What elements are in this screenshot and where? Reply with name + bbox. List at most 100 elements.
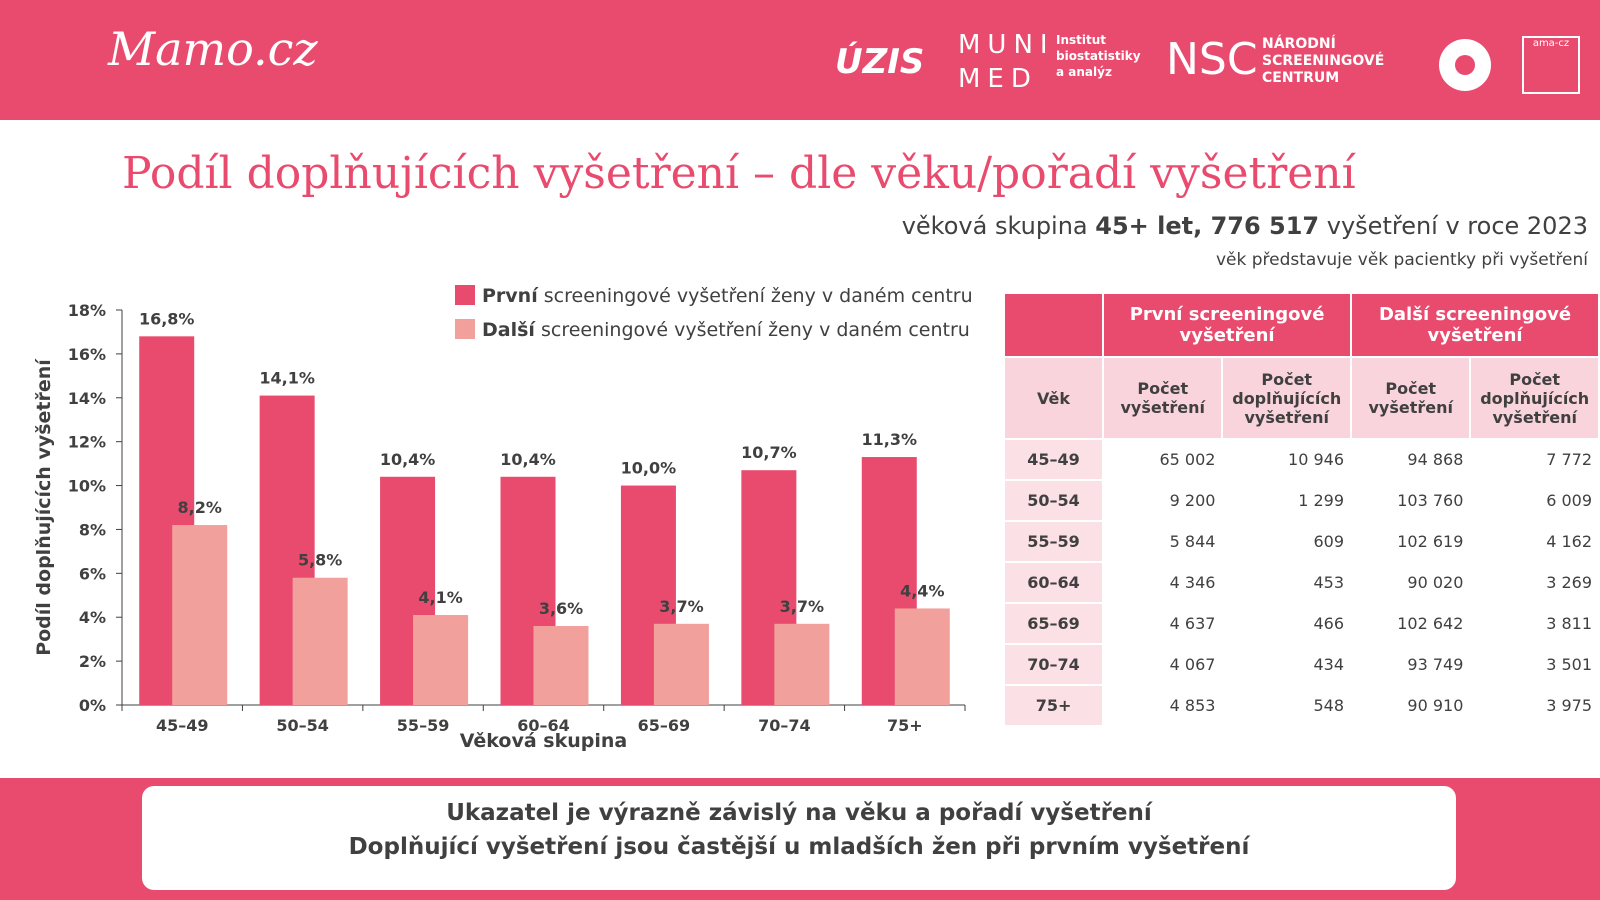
legend-label-bold: Další — [482, 319, 536, 341]
data-label: 16,8% — [139, 309, 195, 328]
table-cell: 90 020 — [1407, 573, 1464, 592]
title: Podíl doplňujících vyšetření – dle věku/… — [122, 148, 1356, 199]
footer-line: Ukazatel je výrazně závislý na věku a po… — [446, 800, 1152, 826]
footer: Ukazatel je výrazně závislý na věku a po… — [0, 778, 1600, 900]
table-cell: 3 501 — [1546, 655, 1592, 674]
legend-swatch — [455, 319, 475, 339]
column-header: Počet vyšetření — [1104, 358, 1222, 438]
table-cell: 4 853 — [1169, 696, 1216, 715]
subtitle-part: 45+ let, 776 517 — [1095, 212, 1320, 240]
table-row: 50–54 9 200 1 299 103 760 6 009 — [1005, 481, 1598, 520]
footer-line: Doplňující vyšetření jsou častější u mla… — [348, 834, 1250, 860]
column-header: Počet vyšetření — [1352, 358, 1470, 438]
table-row: 75+ 4 853 548 90 910 3 975 — [1005, 686, 1598, 725]
y-tick-label: 16% — [68, 345, 106, 364]
bar — [653, 623, 709, 705]
table-cell: 466 — [1313, 614, 1345, 633]
header: Mamo.cz ÚZIS MUNI MED Institut biostatis… — [0, 0, 1600, 120]
table-cell: 7 772 — [1546, 450, 1592, 469]
table-cell: 5 844 — [1169, 532, 1216, 551]
data-label: 10,4% — [380, 450, 436, 469]
age-cell: 50–54 — [1005, 481, 1103, 520]
data-label: 3,7% — [659, 597, 703, 616]
legend-label-rest: screeningové vyšetření ženy v daném cent… — [538, 285, 973, 307]
legend-label-rest: screeningové vyšetření ženy v daném cent… — [535, 319, 970, 341]
legend-label: První screeningové vyšetření ženy v dané… — [482, 285, 973, 307]
table-cell: 103 760 — [1397, 491, 1464, 510]
table-cell: 3 975 — [1546, 696, 1592, 715]
column-header: Věk — [1005, 358, 1103, 438]
data-label: 10,7% — [741, 443, 797, 462]
age-cell: 55–59 — [1005, 522, 1103, 561]
subtitle: věková skupina 45+ let, 776 517 vyšetřen… — [902, 212, 1588, 240]
x-tick-label: 55–59 — [397, 716, 450, 735]
table-row: 45–49 65 002 10 946 94 868 7 772 — [1005, 440, 1598, 479]
x-axis-title: Věková skupina — [460, 730, 627, 752]
x-tick-label: 50–54 — [276, 716, 329, 735]
logo: NÁRODNÍ SCREENINGOVÉ CENTRUM — [1262, 36, 1385, 86]
table-cell: 102 619 — [1397, 532, 1464, 551]
x-tick-label: 60–64 — [517, 716, 570, 735]
footer-box: Ukazatel je výrazně závislý na věku a po… — [142, 786, 1456, 890]
subtitle-part: věková skupina — [901, 212, 1096, 240]
data-label: 5,8% — [298, 551, 342, 570]
bar — [533, 626, 589, 705]
y-tick-label: 6% — [79, 564, 106, 583]
logo-seal — [1439, 39, 1491, 91]
legend-label: Další screeningové vyšetření ženy v dané… — [482, 319, 970, 341]
y-tick-label: 4% — [79, 608, 106, 627]
table-cell: 453 — [1313, 573, 1345, 592]
data-label: 4,1% — [418, 588, 462, 607]
data-label: 4,4% — [900, 581, 944, 600]
bar — [172, 525, 228, 705]
table-row: 60–64 4 346 453 90 020 3 269 — [1005, 563, 1598, 602]
y-axis-title: Podíl doplňujících vyšetření — [33, 358, 55, 656]
table-cell: 102 642 — [1397, 614, 1464, 633]
data-label: 8,2% — [178, 498, 222, 517]
bar — [894, 608, 950, 705]
table-cell: 1 299 — [1298, 491, 1345, 510]
table-corner — [1005, 294, 1103, 356]
table-cell: 4 162 — [1546, 532, 1592, 551]
chart: 0% 2% 4% 6% 8% 10% 12% 14% 16% 18% Věková skupina P… — [33, 285, 973, 752]
x-tick-label: 65–69 — [638, 716, 691, 735]
logo: Institut biostatistiky a analýz — [1056, 33, 1141, 79]
table-cell: 93 749 — [1407, 655, 1464, 674]
table-cell: 4 637 — [1169, 614, 1216, 633]
bar — [292, 577, 348, 705]
table-row: První screeningové vyšetření Další screen… — [1005, 294, 1598, 356]
table-row: 70–74 4 067 434 93 749 3 501 — [1005, 645, 1598, 684]
table-cell: 609 — [1313, 532, 1345, 551]
y-tick-label: 0% — [79, 696, 106, 715]
bar — [413, 615, 469, 705]
column-header: Počet doplňujících vyšetření — [1223, 358, 1351, 438]
y-tick-label: 18% — [68, 301, 106, 320]
logo: ama-cz — [1522, 36, 1580, 94]
logo: NSC — [1166, 34, 1258, 85]
table-cell: 10 946 — [1288, 450, 1345, 469]
table-row: Věk Počet vyšetření Počet doplňujících vyš… — [1005, 358, 1598, 438]
bar — [774, 623, 830, 705]
group-header: Další screeningové vyšetření — [1352, 294, 1598, 356]
y-tick-label: 10% — [68, 477, 106, 496]
data-label: 10,4% — [500, 450, 556, 469]
y-tick-label: 14% — [68, 389, 106, 408]
note: věk představuje věk pacientky při vyšetř… — [1215, 250, 1588, 270]
table-row: 55–59 5 844 609 102 619 4 162 — [1005, 522, 1598, 561]
age-cell: 45–49 — [1005, 440, 1103, 479]
group-header: První screeningové vyšetření — [1104, 294, 1351, 356]
data-label: 10,0% — [621, 459, 677, 478]
table-cell: 4 067 — [1169, 655, 1216, 674]
data-label: 11,3% — [862, 430, 918, 449]
table-cell: 434 — [1313, 655, 1345, 674]
age-cell: 70–74 — [1005, 645, 1103, 684]
y-tick-label: 2% — [79, 652, 106, 671]
table-cell: 4 346 — [1169, 573, 1216, 592]
age-cell: 65–69 — [1005, 604, 1103, 643]
data-label: 3,6% — [539, 599, 583, 618]
column-header: Počet doplňujících vyšetření — [1471, 358, 1598, 438]
brand: Mamo.cz — [108, 22, 318, 76]
data-label: 14,1% — [259, 369, 315, 388]
table-cell: 94 868 — [1407, 450, 1464, 469]
